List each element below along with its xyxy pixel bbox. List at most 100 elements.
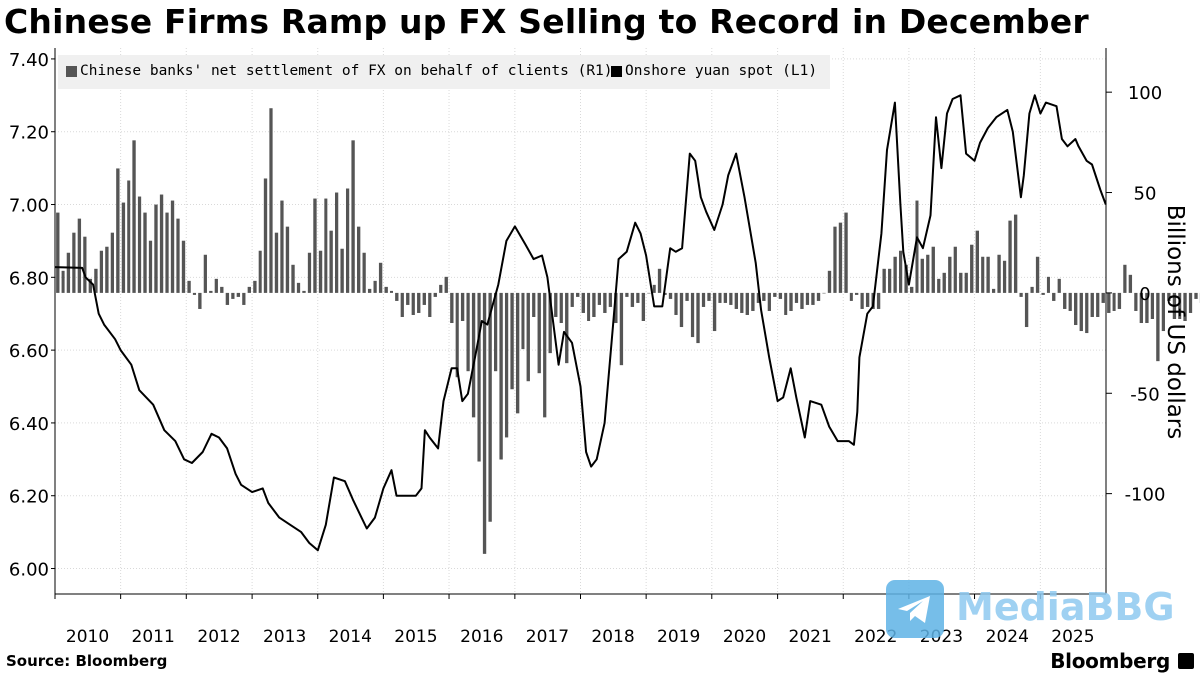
bar-series — [56, 108, 1200, 554]
bloomberg-icon — [1178, 653, 1194, 669]
bar — [1024, 292, 1029, 328]
y-tick-label-left: 6.60 — [9, 341, 49, 362]
bar — [1161, 292, 1165, 332]
bar — [116, 168, 120, 293]
bar — [428, 292, 432, 317]
legend-swatch-bars — [66, 66, 77, 77]
bar — [701, 292, 706, 307]
bar — [685, 292, 689, 301]
bar — [860, 292, 864, 309]
bar — [554, 292, 558, 317]
bar — [132, 140, 136, 293]
bar — [888, 268, 892, 293]
bar — [367, 288, 372, 293]
x-tick-label: 2018 — [591, 627, 634, 647]
bar — [61, 270, 65, 293]
bar — [406, 292, 410, 305]
bar — [948, 256, 952, 293]
bar — [526, 292, 530, 382]
bar — [242, 292, 246, 305]
bar — [253, 280, 257, 293]
bar — [876, 292, 881, 309]
bar — [154, 204, 158, 293]
bar — [1096, 292, 1100, 317]
bar — [192, 292, 197, 295]
bar — [291, 264, 295, 293]
bar — [882, 268, 886, 293]
bar — [384, 286, 388, 293]
bar — [450, 292, 454, 324]
bar — [236, 292, 241, 297]
bar — [964, 272, 968, 293]
legend-swatch-line — [611, 66, 622, 77]
bar — [712, 292, 717, 332]
bar — [833, 226, 837, 293]
legend-label-bars: Chinese banks' net settlement of FX on b… — [80, 63, 613, 79]
bar — [592, 292, 596, 317]
bar — [778, 292, 783, 299]
bar — [439, 284, 443, 293]
y-tick-label-left: 6.00 — [9, 560, 49, 581]
bar — [1128, 274, 1133, 293]
bar — [576, 292, 580, 297]
bar — [110, 232, 114, 293]
bar — [214, 278, 218, 293]
bar — [477, 292, 481, 462]
bar — [198, 292, 202, 309]
bar — [565, 292, 569, 364]
bar — [543, 292, 547, 418]
bar — [488, 292, 492, 522]
bar — [247, 286, 251, 293]
bar — [329, 230, 333, 293]
x-tick-label: 2025 — [1051, 627, 1094, 647]
bar — [318, 250, 323, 293]
y-tick-label-right: 0 — [1139, 284, 1150, 305]
bar — [482, 292, 487, 554]
bar — [854, 292, 859, 295]
bar — [652, 284, 656, 293]
bar — [1030, 286, 1034, 293]
bar — [165, 212, 169, 293]
bar — [970, 244, 974, 293]
x-tick-label: 2015 — [394, 627, 437, 647]
y-tick-label-left: 6.20 — [9, 487, 49, 508]
bar — [307, 252, 312, 293]
bar — [1117, 292, 1122, 309]
bar — [510, 292, 514, 390]
bar — [696, 292, 700, 344]
bar — [625, 292, 629, 297]
bar — [1183, 292, 1187, 321]
x-tick-label: 2017 — [526, 627, 569, 647]
bar — [1178, 292, 1182, 319]
bar — [822, 292, 826, 294]
bar — [1139, 292, 1144, 324]
bar — [77, 218, 82, 293]
legend — [58, 55, 830, 89]
bar — [274, 232, 279, 293]
bar — [953, 246, 957, 293]
bar — [209, 290, 213, 293]
x-tick-label: 2012 — [197, 627, 240, 647]
bar — [986, 256, 990, 293]
bar — [723, 292, 728, 303]
y-axis-label-right: Billions of US dollars — [1162, 205, 1188, 440]
legend-label-line: Onshore yuan spot (L1) — [625, 63, 818, 79]
bar — [865, 292, 870, 307]
bar — [373, 280, 377, 293]
bar — [690, 292, 695, 338]
bar — [466, 292, 470, 372]
x-tick-label: 2010 — [66, 627, 109, 647]
y-tick-label-right: -100 — [1125, 485, 1166, 506]
bar — [521, 292, 525, 350]
bar — [83, 236, 87, 293]
bar — [351, 140, 355, 293]
line-series — [54, 94, 1107, 552]
bar — [1145, 292, 1149, 324]
bar — [729, 292, 733, 305]
bar — [784, 292, 788, 315]
bar — [94, 268, 98, 293]
bar — [324, 198, 328, 293]
bar — [805, 292, 810, 305]
bar — [378, 262, 383, 293]
bar — [674, 292, 678, 315]
